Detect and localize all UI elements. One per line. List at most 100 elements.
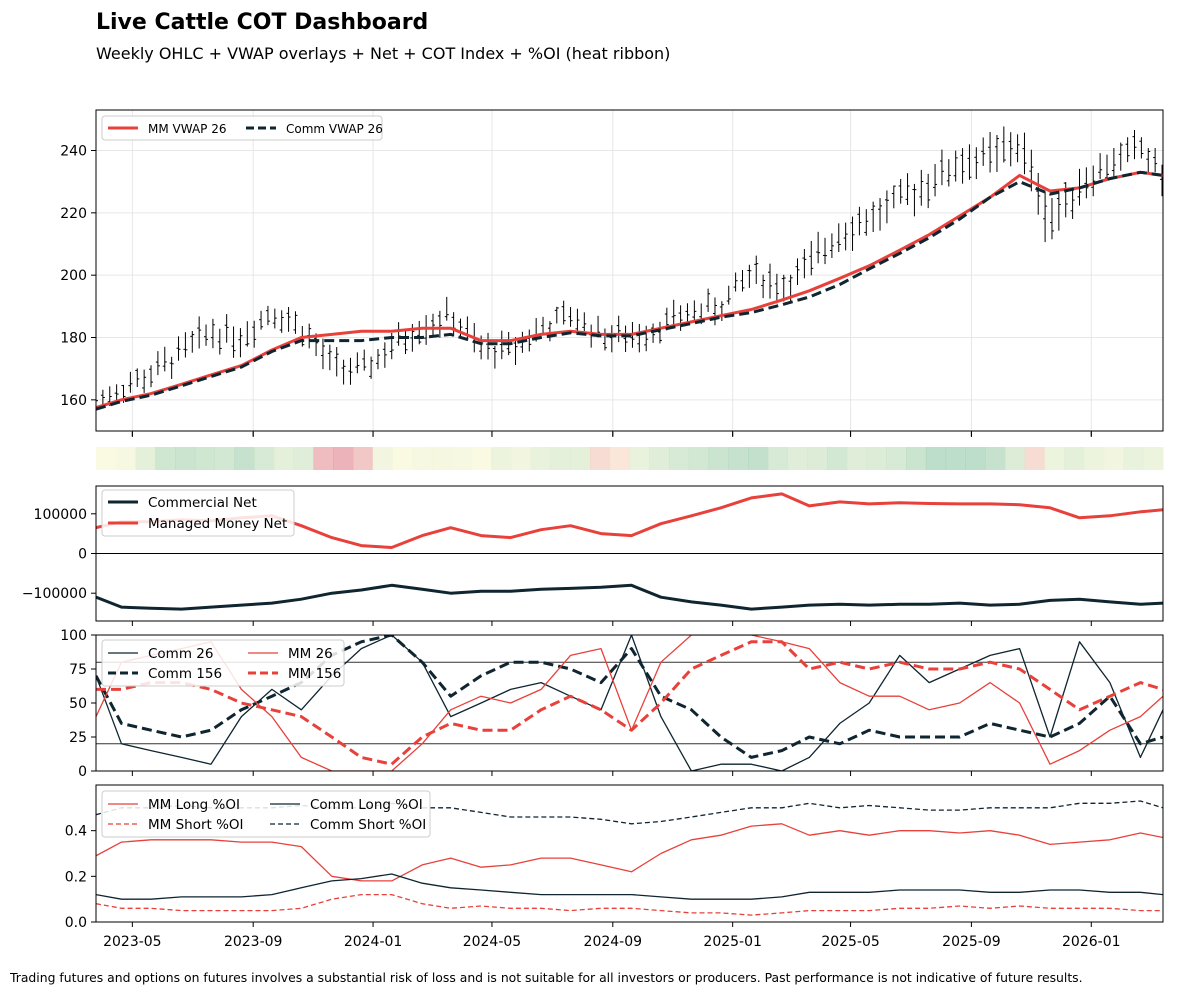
y-tick-label: 0 [78,764,87,780]
cot-index-legend [101,639,345,687]
heat-cell [965,447,986,470]
y-tick-label: 200 [60,268,87,284]
heat-cell [1083,447,1105,470]
heat-cell [1044,447,1065,470]
legend-comm-long-oi-label: Comm Long %OI [310,797,423,813]
price-panel-bg [96,110,1163,431]
y-tick-label: 100 [60,628,87,644]
heat-cell [550,447,571,470]
heat-cell [1123,447,1144,470]
mm-long-oi-line [96,823,1163,882]
heat-cell [352,447,374,470]
comm-long-oi-line [96,873,1163,900]
x-tick-label: 2025-09 [942,934,1001,950]
heat-cell [748,447,769,470]
heat-cell [175,447,196,470]
heat-cell [155,447,176,470]
y-tick-label: 0.4 [65,824,87,840]
cot-dashboard-chart: 160 180 200 220 240 MM VWAP 26 Comm VWAP 26 −10… [22,109,1164,950]
pct-oi-legend [101,790,431,838]
cot-index-panel-frame [95,634,1164,772]
heat-cell [1064,447,1085,470]
x-tick-label: 2025-01 [703,934,762,950]
heat-cell [510,447,532,470]
heat-cell [214,447,235,470]
heat-cell [135,447,156,470]
heat-cell [629,447,650,470]
y-tick-label: 160 [60,393,87,409]
heat-cell [96,447,117,470]
legend-mm-long-oi-label: MM Long %OI [148,797,240,813]
x-tick-label: 2025-05 [821,934,880,950]
heat-cell [392,447,413,470]
legend-commercial-net-label: Commercial Net [148,495,257,511]
heat-cell [194,447,216,470]
x-tick-label: 2026-01 [1062,934,1121,950]
legend-comm-156-label: Comm 156 [148,666,222,682]
price-panel-frame [95,109,1164,432]
heat-cell [115,447,137,470]
heat-cell [846,447,868,470]
heat-cell [570,447,591,470]
y-tick-label: 0 [78,547,87,563]
heat-cell [530,447,551,470]
heat-cell [491,447,512,470]
heat-cell [649,447,670,470]
heat-cell [372,447,393,470]
y-tick-label: 100000 [34,507,87,523]
net-panel-frame [95,485,1164,622]
legend-comm-vwap-26-label: Comm VWAP 26 [286,122,383,136]
comm-156-line [96,635,1163,759]
heat-cell [945,447,966,470]
risk-disclaimer: Trading futures and options on futures i… [10,970,1083,985]
heat-cell [807,447,828,470]
y-tick-label: 180 [60,331,87,347]
legend-managed-money-net-label: Managed Money Net [148,516,287,532]
price-legend [101,115,383,141]
y-tick-label: 50 [69,696,87,712]
heat-cell [787,447,808,470]
dashboard-subtitle: Weekly OHLC + VWAP overlays + Net + COT … [96,44,671,63]
y-tick-label: 0.2 [65,869,87,885]
comm-vwap-26-line [96,170,1163,411]
heat-cell [1143,447,1164,470]
heat-cell [412,447,433,470]
heat-cell [1103,447,1124,470]
heat-cell [767,447,789,470]
heat-cell [589,447,611,470]
heat-cell [293,447,314,470]
heat-cell [728,447,749,470]
heat-cell [471,447,492,470]
heat-cell [234,447,255,470]
y-tick-label: 75 [69,662,87,678]
heat-cell [886,447,907,470]
heat-cell [669,447,690,470]
heat-cell [827,447,848,470]
legend-mm-short-oi-label: MM Short %OI [148,817,244,833]
y-tick-label: 0.0 [65,915,87,931]
heat-cell [985,447,1006,470]
legend-comm-short-oi-label: Comm Short %OI [310,817,426,833]
x-tick-label: 2024-05 [463,934,522,950]
ohlc-bars [96,126,1163,407]
x-tick-label: 2023-05 [103,934,162,950]
y-tick-label: −100000 [22,586,87,602]
heat-cell [333,447,354,470]
x-tick-label: 2024-01 [344,934,403,950]
x-tick-label: 2023-09 [224,934,283,950]
commercial-net-line [96,583,1163,611]
pct-oi-panel-frame [95,784,1164,923]
heat-cell [925,447,947,470]
legend-comm-26-label: Comm 26 [148,646,213,662]
x-tick-label: 2024-09 [584,934,643,950]
heat-cell [609,447,630,470]
legend-mm-26-label: MM 26 [288,646,333,662]
heat-cell [431,447,453,470]
comm-26-line [96,635,1163,771]
heat-cell [273,447,295,470]
heat-cell [906,447,927,470]
heat-cell [866,447,887,470]
mm-156-line [96,640,1163,766]
mm-short-oi-line [96,893,1163,916]
y-tick-label: 220 [60,206,87,222]
